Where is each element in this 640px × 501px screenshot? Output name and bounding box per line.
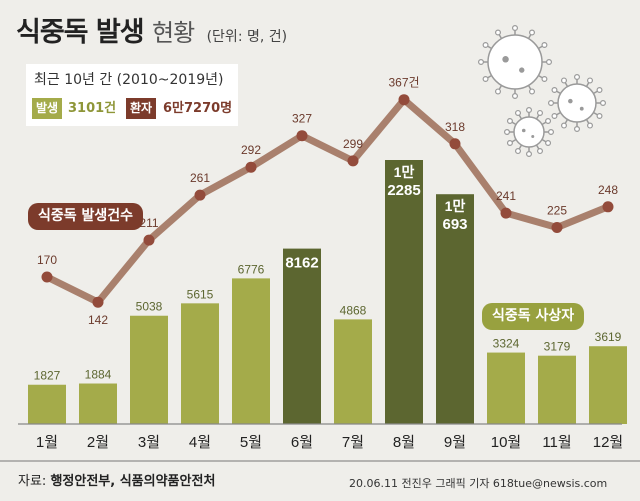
line-label: 292: [241, 143, 261, 157]
germ-icon: [478, 25, 552, 99]
line-point-7: [347, 155, 359, 167]
title-main: 식중독 발생: [16, 17, 145, 48]
line-point-3: [143, 234, 155, 246]
line-point-12: [602, 201, 614, 213]
line-point-5: [245, 161, 257, 173]
line-label: 241: [496, 189, 516, 203]
bar-11: [538, 355, 576, 424]
bar-12: [589, 346, 627, 424]
bar-7: [334, 319, 372, 424]
source: 자료: 행정안전부, 식품의약품안전처: [18, 470, 215, 489]
patients-pill: 환자: [126, 98, 157, 119]
line-label: 367건: [388, 76, 419, 90]
patients-total: 6만7270명: [163, 101, 233, 116]
x-tick-label: 6월: [291, 434, 313, 451]
bar-10: [487, 352, 525, 424]
x-tick-label: 7월: [342, 434, 364, 451]
line-point-10: [500, 207, 512, 219]
title-unit: (단위: 명, 건): [206, 29, 288, 45]
line-label: 211: [139, 216, 158, 230]
x-tick-label: 4월: [189, 434, 211, 451]
bar-label: 1827: [34, 369, 61, 383]
bar-label: 1만: [394, 164, 415, 180]
line-point-1: [41, 271, 53, 283]
bar-label: 3179: [544, 340, 571, 354]
x-tick-label: 2월: [87, 434, 109, 451]
bar-3: [130, 315, 168, 424]
line-point-2: [92, 296, 104, 308]
line-series-tag: 식중독 발생건수: [28, 203, 144, 230]
bar-label: 2285: [387, 182, 420, 199]
x-tick-label: 10월: [491, 434, 522, 451]
bar-label: 693: [442, 216, 467, 233]
line-series: [43, 96, 612, 306]
line-point-9: [449, 138, 461, 150]
germ-icon: [504, 106, 554, 158]
x-tick-label: 9월: [444, 434, 466, 451]
line-point-11: [551, 222, 563, 233]
bar-label: 6776: [238, 262, 265, 276]
bar-6: [283, 248, 321, 424]
bar-8: [385, 160, 423, 424]
x-tick-label: 5월: [240, 434, 262, 451]
line-label: 142: [88, 313, 108, 327]
bar-label: 5038: [136, 300, 163, 314]
line-point-8: [398, 94, 410, 106]
bar-label: 4868: [340, 303, 367, 317]
bar-4: [181, 303, 219, 424]
credit: 20.06.11 전진우 그래픽 기자 618tue@newsis.com: [349, 477, 608, 490]
line-label: 299: [343, 137, 363, 151]
line-label: 248: [598, 183, 618, 197]
germ-icon: [547, 73, 606, 132]
summary-box: 최근 10년 간 (2010~2019년) 발생 3101건 환자 6만7270…: [26, 64, 238, 126]
bar-2: [79, 383, 117, 424]
bar-9: [436, 194, 474, 424]
bar-5: [232, 278, 270, 424]
cases-total: 3101건: [68, 101, 117, 116]
bar-label: 8162: [285, 255, 318, 272]
source-text: 행정안전부, 식품의약품안전처: [50, 474, 216, 489]
bar-label: 5615: [187, 287, 214, 301]
x-tick-label: 3월: [138, 434, 160, 451]
line-label: 318: [445, 120, 465, 134]
bar-label: 3324: [493, 337, 520, 351]
line-point-4: [194, 189, 206, 201]
source-prefix: 자료:: [18, 474, 47, 489]
x-tick-label: 11월: [542, 434, 571, 451]
x-tick-label: 1월: [36, 434, 58, 451]
cases-pill: 발생: [32, 98, 63, 119]
bar-label: 1884: [85, 368, 112, 382]
line-point-6: [296, 130, 308, 142]
x-tick-label: 12월: [593, 434, 624, 451]
line-label: 327: [292, 112, 312, 126]
page-title: 식중독 발생 현황 (단위: 명, 건): [16, 10, 287, 49]
bar-label: 1만: [445, 198, 466, 214]
x-tick-label: 8월: [393, 434, 415, 451]
line-label: 225: [547, 204, 567, 218]
title-sub: 현황: [152, 19, 195, 47]
line-label: 170: [37, 253, 57, 267]
bar-series-tag: 식중독 사상자: [482, 303, 585, 330]
summary-period: 최근 10년 간 (2010~2019년): [34, 72, 224, 88]
bar-label: 3619: [595, 330, 622, 344]
line-label: 261: [190, 171, 210, 185]
bar-1: [28, 384, 66, 424]
